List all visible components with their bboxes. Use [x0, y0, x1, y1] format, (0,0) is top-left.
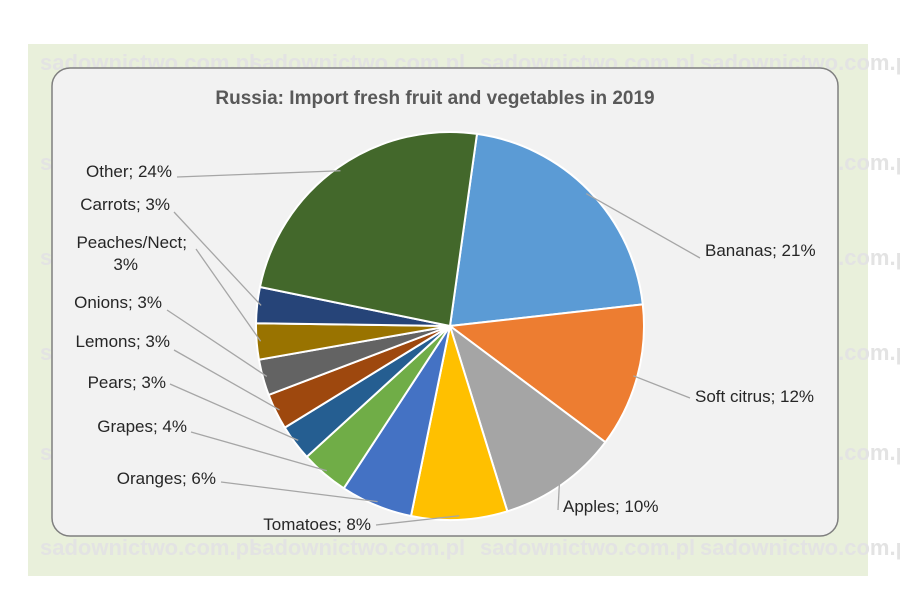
slice-label: Grapes; 4%: [97, 417, 187, 436]
slice-label: Onions; 3%: [74, 293, 162, 312]
watermark-text: sadownictwo.com.pl: [250, 535, 465, 560]
pie-slice-apples: [448, 323, 607, 513]
watermark-text: sadownictwo.com.pl: [480, 535, 695, 560]
leader-line: [176, 170, 341, 178]
slice-label: Carrots; 3%: [80, 195, 170, 214]
pie-slice-other: [258, 131, 479, 328]
slice-label: Soft citrus; 12%: [695, 387, 814, 406]
slice-labels: Bananas; 21% Soft citrus; 12% Apples; 10% T…: [74, 162, 815, 534]
leader-line: [375, 515, 460, 526]
leader-line: [195, 248, 262, 342]
slice-label: Tomatoes; 8%: [263, 515, 371, 534]
leader-line: [173, 211, 262, 306]
slice-label: Other; 24%: [86, 162, 172, 181]
leader-line: [169, 383, 299, 441]
slice-label: Peaches/Nect; 3%: [76, 233, 187, 274]
leader-line: [557, 481, 561, 511]
leader-lines: [166, 170, 701, 526]
slice-label: Pears; 3%: [88, 373, 166, 392]
leader-line: [585, 192, 701, 259]
slice-label: Apples; 10%: [563, 497, 658, 516]
watermark-text: sadownictwo.com.pl: [700, 535, 900, 560]
pie-slices: [255, 131, 645, 521]
pie-slice-tomatoes: [409, 325, 509, 521]
watermark-text: sadownictwo.com.pl: [40, 535, 255, 560]
pie-slice-bananas: [448, 132, 644, 328]
leader-line: [633, 375, 691, 399]
leader-line: [190, 431, 328, 472]
leader-line: [173, 349, 280, 411]
slice-label: Bananas; 21%: [705, 241, 816, 260]
slice-label: Lemons; 3%: [76, 332, 171, 351]
chart-title: Russia: Import fresh fruit and vegetable…: [215, 88, 654, 109]
slice-label: Oranges; 6%: [117, 469, 216, 488]
leader-line: [166, 309, 268, 377]
leader-line: [220, 481, 378, 503]
